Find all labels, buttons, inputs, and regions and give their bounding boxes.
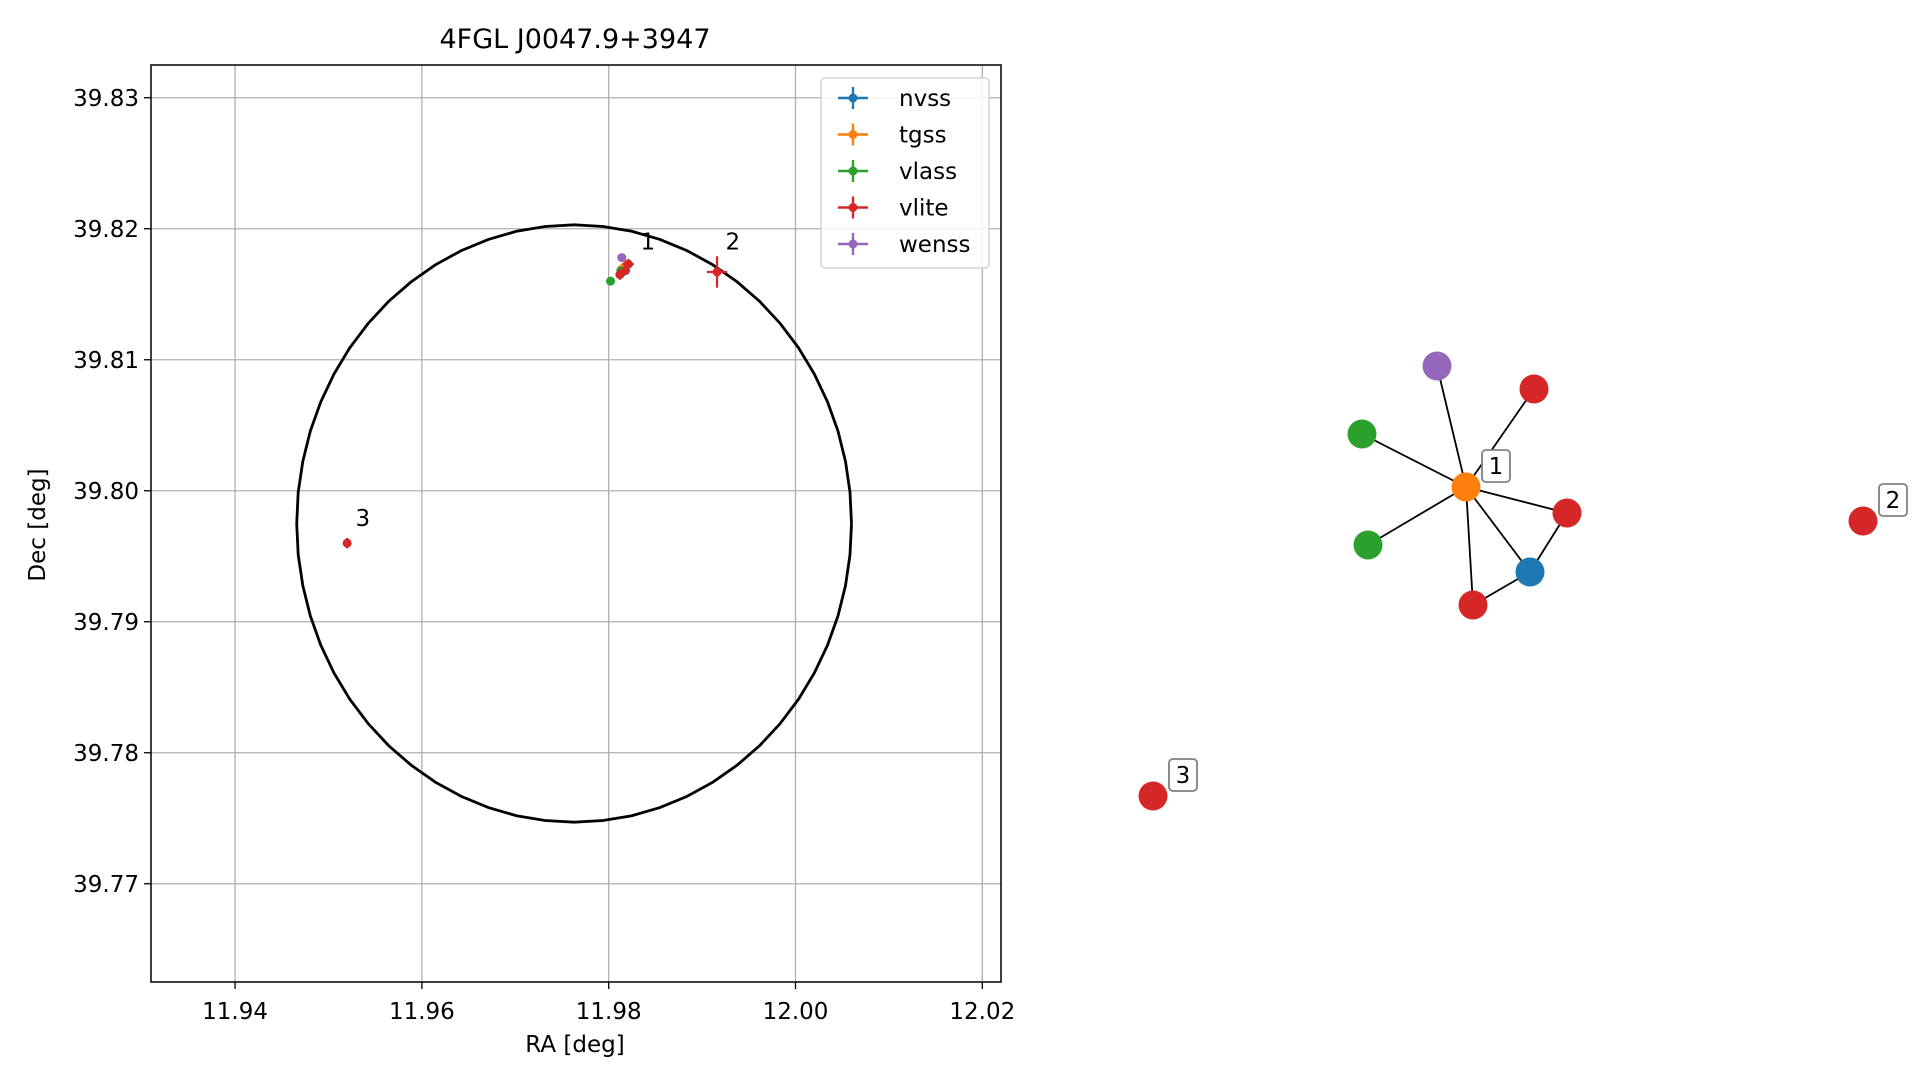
network-edge <box>1465 388 1535 488</box>
legend-label: vlass <box>899 159 957 185</box>
y-tick-label: 39.83 <box>73 86 139 112</box>
point-annotation: 1 <box>640 230 655 256</box>
network-label-text: 2 <box>1886 488 1901 514</box>
legend-entry-tgss: tgss <box>838 123 947 149</box>
y-tick-label: 39.77 <box>73 872 139 898</box>
x-tick-label: 12.00 <box>763 999 829 1025</box>
network-graph: 1 2 3 <box>1138 351 1908 811</box>
network-node <box>1515 557 1545 587</box>
x-axis-title: RA [deg] <box>525 1032 624 1058</box>
network-edge <box>1465 486 1531 573</box>
x-tick-label: 12.02 <box>949 999 1015 1025</box>
network-edge <box>1436 365 1467 488</box>
network-node <box>1519 374 1549 404</box>
grid <box>151 65 1001 982</box>
legend-label: nvss <box>899 86 951 112</box>
vlite-marker <box>342 538 352 548</box>
legend-marker <box>848 130 858 139</box>
network-edge <box>1465 486 1474 606</box>
network-node-label: 1 <box>1481 449 1511 483</box>
x-tick-label: 11.94 <box>202 999 268 1025</box>
network-node-label: 2 <box>1878 483 1908 517</box>
legend-marker <box>848 239 858 249</box>
network-node <box>1552 498 1582 528</box>
legend-box <box>820 77 990 269</box>
y-tick-label: 39.80 <box>73 479 139 505</box>
x-tick-label: 11.96 <box>389 999 455 1025</box>
chart-title: 4FGL J0047.9+3947 <box>439 24 710 55</box>
network-node <box>1138 781 1168 811</box>
network-label-text: 1 <box>1489 454 1504 480</box>
legend-entry-vlass: vlass <box>838 159 957 185</box>
vlite-point <box>621 266 631 276</box>
network-node <box>1451 472 1481 502</box>
network-node <box>1347 419 1377 449</box>
network-edge <box>1361 433 1467 488</box>
network-edge <box>1367 486 1467 546</box>
y-tick-label: 39.78 <box>73 741 139 767</box>
legend-marker <box>848 93 858 103</box>
legend: nvss tgss vlass vlite wenss <box>820 77 990 269</box>
network-node <box>1353 530 1383 560</box>
network-label-text: 3 <box>1176 763 1191 789</box>
axis-ticks: 11.94 11.96 11.98 12.00 12.02 39.77 39.78 39.79… <box>73 86 1015 1025</box>
legend-entry-nvss: nvss <box>838 86 951 112</box>
vlass-marker <box>606 276 616 286</box>
legend-entry-vlite: vlite <box>838 196 949 222</box>
error-ellipse <box>295 223 853 824</box>
point-annotation: 2 <box>725 230 740 256</box>
y-tick-label: 39.81 <box>73 348 139 374</box>
vlite-marker <box>712 267 722 277</box>
network-node <box>1422 351 1452 381</box>
x-tick-label: 11.98 <box>576 999 642 1025</box>
wenss-point <box>617 253 627 263</box>
error-ellipse-group <box>295 223 853 824</box>
legend-marker <box>848 203 858 212</box>
network-node <box>1458 590 1488 620</box>
legend-label: tgss <box>899 123 947 149</box>
vlite-point <box>706 256 728 288</box>
network-edge <box>1465 486 1568 514</box>
annotations: 1 2 3 <box>356 230 741 532</box>
y-axis-title: Dec [deg] <box>25 468 51 581</box>
data-points <box>342 253 728 549</box>
y-tick-label: 39.79 <box>73 610 139 636</box>
legend-label: vlite <box>899 196 949 222</box>
vlass-point <box>606 276 616 286</box>
network-label-box <box>1481 449 1511 483</box>
network-node-label: 3 <box>1168 758 1198 792</box>
y-tick-label: 39.82 <box>73 217 139 243</box>
legend-entry-wenss: wenss <box>838 232 971 258</box>
legend-label: wenss <box>899 232 971 258</box>
plot-frame <box>150 64 1002 983</box>
vlite-marker <box>621 266 631 276</box>
wenss-marker <box>617 253 627 263</box>
network-node <box>1848 506 1878 536</box>
point-annotation: 3 <box>356 506 371 532</box>
network-label-box <box>1878 483 1908 517</box>
network-label-box <box>1168 758 1198 792</box>
vlite-point <box>342 537 352 549</box>
legend-marker <box>848 166 858 176</box>
